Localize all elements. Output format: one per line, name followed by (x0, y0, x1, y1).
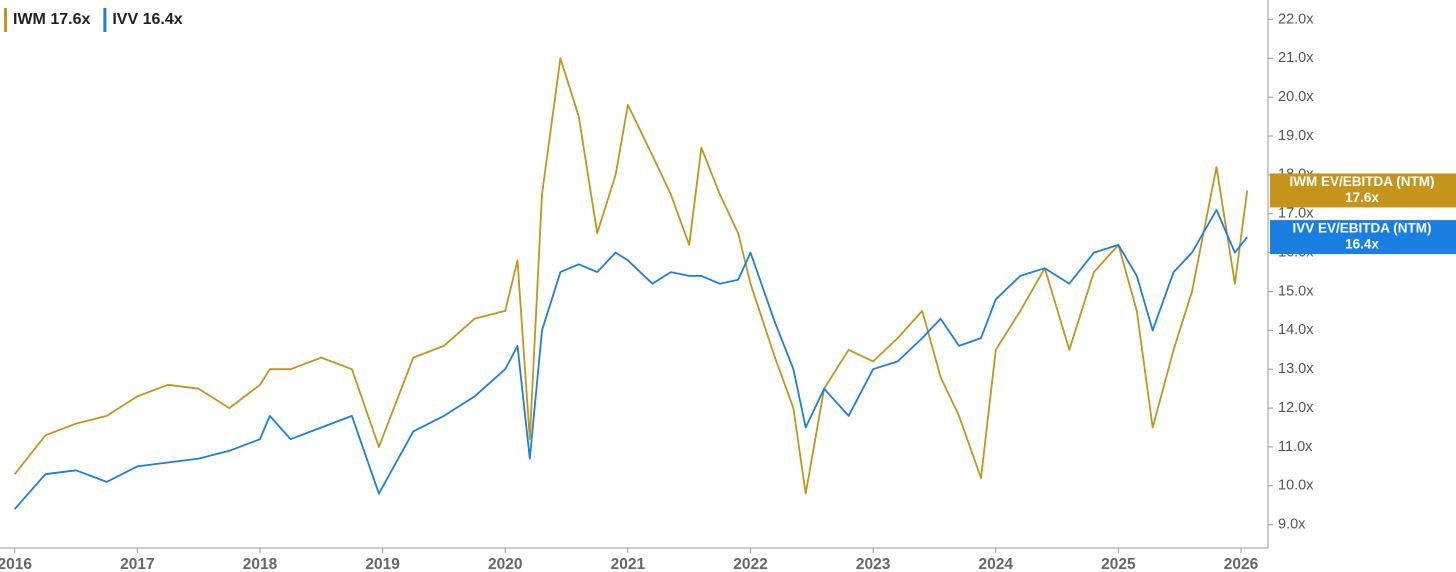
y-tick-label: 15.0x (1278, 283, 1314, 299)
x-tick-label: 2018 (243, 556, 278, 572)
x-tick-label: 2025 (1101, 556, 1136, 572)
end-label-box (1270, 220, 1456, 255)
x-tick-label: 2024 (979, 556, 1014, 572)
series-line (13, 57, 1249, 495)
legend-swatch (103, 8, 107, 32)
end-value-label: 17.6x (1345, 190, 1379, 205)
legend-label: IVV 16.4x (112, 11, 182, 28)
y-tick-label: 20.0x (1278, 89, 1314, 105)
y-tick-label: 10.0x (1278, 478, 1314, 494)
x-tick-label: 2019 (365, 556, 400, 572)
legend-swatch (4, 8, 7, 32)
x-tick-label: 2026 (1224, 556, 1259, 572)
legend-label: IWM 17.6x (13, 11, 90, 28)
x-tick-label: 2021 (611, 556, 646, 572)
end-value-label: 16.4x (1345, 237, 1379, 252)
series-line (14, 208, 1248, 510)
legend-box (0, 4, 232, 36)
end-label-box (1270, 173, 1456, 208)
x-tick-label: 2023 (856, 556, 891, 572)
x-tick-label: 2017 (120, 556, 154, 572)
y-tick-label: 22.0x (1278, 11, 1314, 27)
y-tick-label: 9.0x (1278, 517, 1306, 533)
y-tick-label: 19.0x (1278, 128, 1314, 144)
y-tick-label: 13.0x (1278, 361, 1314, 377)
x-tick-label: 2020 (488, 556, 522, 572)
y-tick-label: 12.0x (1278, 400, 1314, 416)
x-tick-label: 2016 (0, 556, 32, 572)
end-label: IVV EV/EBITDA (NTM) (1292, 221, 1431, 236)
y-tick-label: 21.0x (1278, 50, 1314, 66)
y-tick-label: 11.0x (1278, 439, 1313, 455)
y-tick-label: 17.0x (1278, 206, 1314, 222)
end-label: IWM EV/EBITDA (NTM) (1290, 174, 1435, 189)
x-tick-label: 2022 (733, 556, 767, 572)
y-tick-label: 14.0x (1278, 322, 1314, 338)
